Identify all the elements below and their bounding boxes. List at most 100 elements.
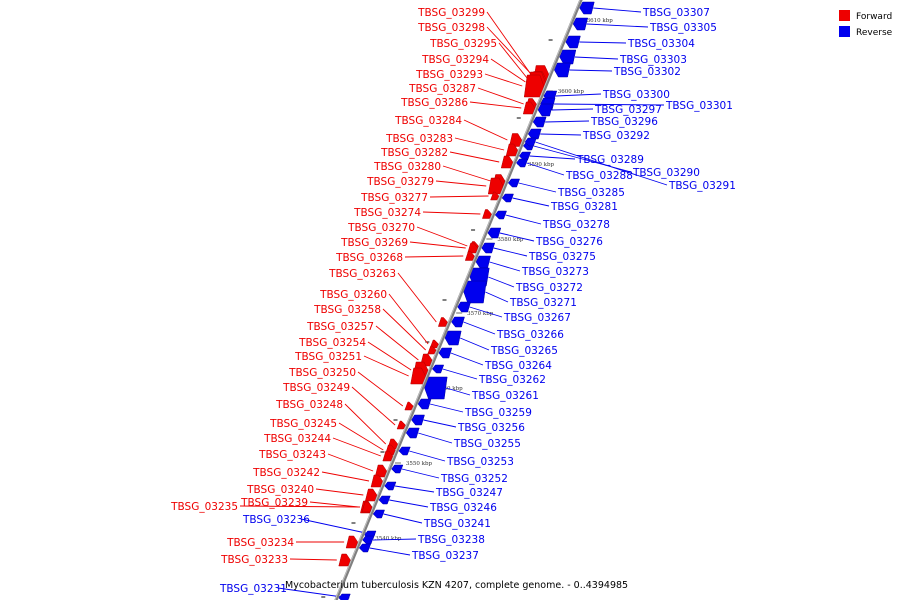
forward-gene-label: TBSG_03248 [275, 399, 343, 411]
reverse-gene-label: TBSG_03264 [484, 360, 552, 372]
forward-gene-label: TBSG_03239 [240, 497, 308, 509]
reverse-gene-callout [450, 352, 484, 366]
reverse-gene-label: TBSG_03307 [642, 7, 710, 19]
reverse-gene-callout [383, 513, 423, 524]
reverse-gene-label: TBSG_03288 [565, 170, 633, 182]
reverse-gene-callout [545, 120, 590, 123]
forward-gene-label: TBSG_03299 [417, 7, 485, 19]
forward-gene-callout [397, 272, 437, 323]
reverse-gene-feature [457, 301, 471, 313]
forward-gene-callout [309, 501, 359, 508]
forward-gene-callout [454, 137, 505, 151]
forward-gene-label: TBSG_03295 [429, 38, 497, 50]
reverse-gene-callout [460, 337, 490, 351]
forward-gene-feature [410, 367, 426, 385]
reverse-gene-label: TBSG_03236 [242, 514, 310, 526]
forward-gene-callout [344, 403, 387, 445]
forward-gene-label: TBSG_03260 [319, 289, 387, 301]
reverse-gene-callout [512, 197, 550, 207]
reverse-gene-label: TBSG_03276 [535, 236, 603, 248]
forward-gene-label: TBSG_03283 [385, 133, 453, 145]
reverse-gene-callout [372, 538, 417, 541]
reverse-gene-label: TBSG_03281 [550, 201, 618, 213]
reverse-gene-feature [391, 464, 404, 474]
reverse-gene-label: TBSG_03305 [649, 22, 717, 34]
reverse-gene-label: TBSG_03302 [613, 66, 681, 78]
forward-gene-label: TBSG_03254 [298, 337, 366, 349]
forward-gene-callout [388, 293, 429, 345]
forward-gene-callout [490, 58, 526, 83]
genome-backbone-highlight [334, 0, 581, 600]
reverse-gene-label: TBSG_03266 [496, 329, 564, 341]
forward-gene-callout [375, 325, 419, 361]
legend-forward-label: Forward [856, 12, 892, 22]
forward-gene-label: TBSG_03269 [340, 237, 408, 249]
forward-gene-callout [477, 87, 524, 105]
reverse-gene-callout [579, 41, 627, 44]
forward-gene-callout [463, 119, 508, 141]
forward-gene-feature [364, 488, 378, 502]
reverse-gene-label: TBSG_03253 [446, 456, 514, 468]
reverse-gene-callout [505, 214, 542, 225]
reverse-gene-feature [362, 535, 375, 545]
forward-gene-label: TBSG_03240 [246, 484, 314, 496]
forward-gene-feature [374, 464, 387, 478]
reverse-gene-callout [535, 141, 668, 186]
forward-gene-label: TBSG_03242 [252, 467, 320, 479]
forward-gene-callout [409, 241, 466, 249]
forward-gene-callout [351, 386, 396, 426]
reverse-gene-feature [358, 543, 372, 553]
forward-gene-callout [382, 308, 426, 351]
forward-gene-label: TBSG_03280 [373, 161, 441, 173]
forward-gene-callout [239, 505, 361, 508]
reverse-gene-label: TBSG_03297 [594, 104, 662, 116]
reverse-gene-callout [551, 108, 594, 111]
forward-gene-callout [363, 355, 409, 377]
forward-gene-callout [449, 151, 500, 163]
reverse-gene-callout [593, 7, 642, 13]
reverse-gene-label: TBSG_03267 [503, 312, 571, 324]
callout-layer [239, 7, 668, 599]
reverse-gene-feature [417, 398, 432, 410]
forward-gene-callout [327, 453, 374, 472]
reverse-gene-feature [372, 509, 385, 519]
forward-gene-feature [404, 401, 414, 411]
forward-gene-feature [523, 74, 545, 98]
genome-backbone [334, 0, 583, 600]
reverse-gene-callout [418, 432, 453, 444]
forward-gene-label: TBSG_03286 [400, 97, 468, 109]
forward-gene-callout [338, 422, 384, 451]
forward-gene-callout [289, 558, 337, 561]
reverse-gene-feature [524, 137, 537, 147]
reverse-gene-label: TBSG_03271 [509, 297, 577, 309]
reverse-gene-label: TBSG_03273 [521, 266, 589, 278]
forward-gene-label: TBSG_03293 [415, 69, 483, 81]
forward-gene-feature [490, 191, 500, 201]
reverse-gene-label: TBSG_03262 [478, 374, 546, 386]
forward-gene-callout [321, 471, 370, 482]
legend-reverse-swatch [839, 26, 850, 37]
forward-gene-label: TBSG_03279 [366, 176, 434, 188]
forward-gene-label: TBSG_03268 [335, 252, 403, 264]
reverse-gene-callout [409, 450, 446, 462]
genome-caption: Mycobacterium tuberculosis KZN 4207, com… [285, 580, 628, 591]
reverse-gene-feature [405, 427, 420, 439]
reverse-gene-callout [389, 499, 429, 508]
forward-gene-callout [315, 488, 364, 496]
reverse-gene-callout [401, 468, 440, 479]
forward-gene-label: TBSG_03249 [282, 382, 350, 394]
reverse-gene-callout [499, 232, 535, 242]
forward-gene-label: TBSG_03263 [328, 268, 396, 280]
reverse-gene-callout [469, 306, 503, 318]
reverse-gene-callout [574, 56, 619, 60]
kbp-tick-label: 3610 kbp [587, 18, 614, 24]
reverse-gene-feature [378, 495, 391, 505]
reverse-gene-feature [444, 330, 462, 346]
forward-gene-callout [367, 341, 412, 371]
forward-gene-feature [361, 501, 373, 513]
reverse-gene-feature [537, 103, 553, 117]
reverse-gene-callout [489, 261, 521, 272]
legend-forward-swatch [839, 10, 850, 21]
reverse-gene-callout [555, 93, 602, 97]
